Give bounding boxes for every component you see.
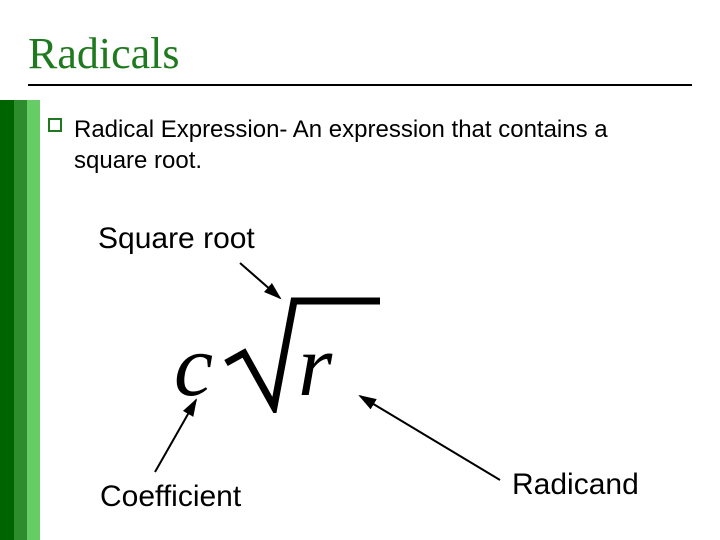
strip-segment-light xyxy=(27,100,40,540)
radical-expression: c r xyxy=(174,295,404,415)
strip-segment-dark xyxy=(0,100,14,540)
title-underline xyxy=(28,84,692,86)
left-accent-strip xyxy=(0,100,40,540)
label-coefficient: Coefficient xyxy=(100,480,241,514)
label-square-root: Square root xyxy=(98,222,255,256)
radicand-glyph: r xyxy=(298,323,332,411)
coefficient-glyph: c xyxy=(174,323,213,411)
label-radicand: Radicand xyxy=(512,468,639,502)
strip-segment-mid xyxy=(14,100,27,540)
arrow-square-root xyxy=(0,0,720,540)
bullet-icon xyxy=(48,118,62,132)
definition-text: Radical Expression- An expression that c… xyxy=(74,114,674,176)
page-title: Radicals xyxy=(28,28,180,79)
